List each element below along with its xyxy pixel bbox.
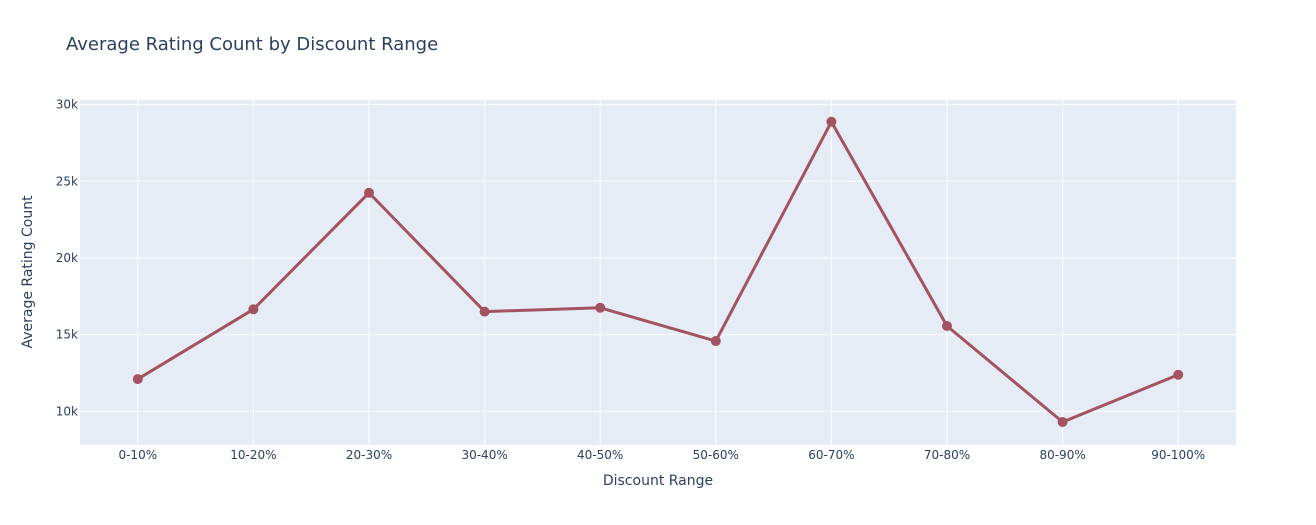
y-tick-label: 25k bbox=[56, 174, 78, 188]
x-tick-label: 50-60% bbox=[693, 448, 739, 462]
data-point[interactable] bbox=[826, 116, 837, 127]
x-tick-label: 40-50% bbox=[577, 448, 623, 462]
x-gridlines bbox=[137, 100, 1179, 445]
data-point[interactable] bbox=[132, 374, 143, 385]
y-tick-label: 30k bbox=[56, 98, 78, 112]
data-point[interactable] bbox=[942, 321, 952, 332]
y-tick-label: 10k bbox=[56, 404, 78, 418]
y-tick-label: 15k bbox=[56, 328, 78, 342]
chart-title: Average Rating Count by Discount Range bbox=[66, 34, 438, 55]
x-tick-label: 30-40% bbox=[461, 448, 507, 462]
data-point[interactable] bbox=[710, 336, 721, 347]
x-tick-label: 60-70% bbox=[808, 448, 854, 462]
data-point[interactable] bbox=[595, 302, 606, 313]
x-tick-labels: 0-10% 10-20% 20-30% 30-40% 40-50% 50-60% 60-70… bbox=[118, 448, 1205, 462]
x-axis-title: Discount Range bbox=[603, 473, 713, 489]
x-tick-label: 80-90% bbox=[1039, 448, 1085, 462]
x-tick-label: 70-80% bbox=[924, 448, 970, 462]
data-point[interactable] bbox=[248, 304, 259, 315]
series-line bbox=[137, 120, 1179, 424]
x-tick-label: 0-10% bbox=[118, 448, 157, 462]
data-point[interactable] bbox=[1057, 417, 1068, 427]
y-axis-title: Average Rating Count bbox=[20, 195, 36, 349]
x-tick-label: 90-100% bbox=[1151, 448, 1205, 462]
x-tick-label: 10-20% bbox=[230, 448, 276, 462]
y-gridlines bbox=[80, 104, 1236, 412]
y-tick-labels: 10k 15k 20k 25k 30k bbox=[56, 98, 78, 419]
series-line-group bbox=[132, 116, 1184, 427]
data-point[interactable] bbox=[1173, 369, 1184, 380]
x-tick-label: 20-30% bbox=[346, 448, 392, 462]
data-point[interactable] bbox=[479, 306, 490, 317]
plot-background bbox=[80, 100, 1236, 445]
data-point[interactable] bbox=[364, 187, 374, 198]
y-tick-label: 20k bbox=[56, 251, 78, 265]
